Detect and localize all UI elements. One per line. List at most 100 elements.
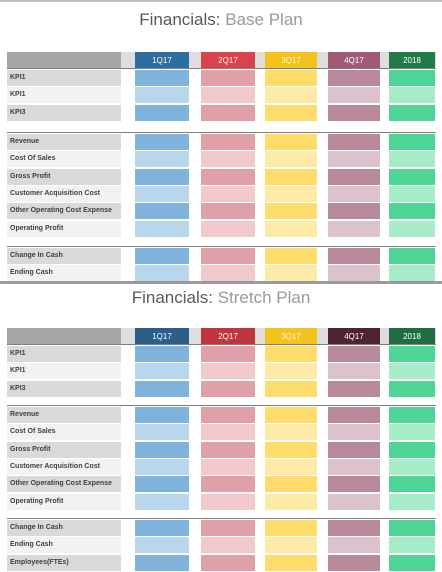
data-cell[interactable] xyxy=(265,554,317,571)
data-cell[interactable] xyxy=(389,537,435,554)
data-cell[interactable] xyxy=(389,104,435,121)
data-cell[interactable] xyxy=(328,248,380,264)
data-cell[interactable] xyxy=(265,520,317,536)
data-cell[interactable] xyxy=(135,458,189,475)
data-cell[interactable] xyxy=(389,458,435,475)
data-cell[interactable] xyxy=(135,380,189,397)
data-cell[interactable] xyxy=(201,424,255,441)
data-cell[interactable] xyxy=(389,554,435,571)
data-cell[interactable] xyxy=(135,520,189,536)
data-cell[interactable] xyxy=(201,134,255,150)
data-cell[interactable] xyxy=(265,363,317,380)
data-cell[interactable] xyxy=(201,380,255,397)
data-cell[interactable] xyxy=(389,87,435,104)
data-cell[interactable] xyxy=(389,203,435,220)
data-cell[interactable] xyxy=(389,346,435,362)
data-cell[interactable] xyxy=(201,493,255,510)
data-cell[interactable] xyxy=(328,441,380,458)
data-cell[interactable] xyxy=(201,363,255,380)
data-cell[interactable] xyxy=(265,168,317,185)
data-cell[interactable] xyxy=(389,441,435,458)
data-cell[interactable] xyxy=(328,537,380,554)
data-cell[interactable] xyxy=(135,87,189,104)
data-cell[interactable] xyxy=(328,203,380,220)
data-cell[interactable] xyxy=(265,151,317,168)
data-cell[interactable] xyxy=(328,265,380,281)
data-cell[interactable] xyxy=(201,203,255,220)
data-cell[interactable] xyxy=(265,458,317,475)
data-cell[interactable] xyxy=(389,151,435,168)
data-cell[interactable] xyxy=(265,441,317,458)
data-cell[interactable] xyxy=(265,104,317,121)
data-cell[interactable] xyxy=(328,168,380,185)
data-cell[interactable] xyxy=(328,104,380,121)
data-cell[interactable] xyxy=(328,476,380,493)
data-cell[interactable] xyxy=(389,407,435,423)
data-cell[interactable] xyxy=(135,104,189,121)
data-cell[interactable] xyxy=(328,134,380,150)
data-cell[interactable] xyxy=(389,424,435,441)
data-cell[interactable] xyxy=(135,134,189,150)
data-cell[interactable] xyxy=(201,407,255,423)
data-cell[interactable] xyxy=(389,220,435,237)
data-cell[interactable] xyxy=(389,476,435,493)
data-cell[interactable] xyxy=(265,265,317,281)
data-cell[interactable] xyxy=(265,380,317,397)
data-cell[interactable] xyxy=(265,346,317,362)
data-cell[interactable] xyxy=(135,265,189,281)
data-cell[interactable] xyxy=(201,476,255,493)
data-cell[interactable] xyxy=(201,104,255,121)
data-cell[interactable] xyxy=(201,151,255,168)
data-cell[interactable] xyxy=(201,346,255,362)
data-cell[interactable] xyxy=(389,168,435,185)
data-cell[interactable] xyxy=(135,424,189,441)
data-cell[interactable] xyxy=(328,70,380,86)
data-cell[interactable] xyxy=(328,185,380,202)
data-cell[interactable] xyxy=(265,407,317,423)
data-cell[interactable] xyxy=(201,458,255,475)
data-cell[interactable] xyxy=(201,554,255,571)
data-cell[interactable] xyxy=(389,248,435,264)
data-cell[interactable] xyxy=(135,248,189,264)
data-cell[interactable] xyxy=(265,134,317,150)
data-cell[interactable] xyxy=(135,493,189,510)
data-cell[interactable] xyxy=(135,203,189,220)
data-cell[interactable] xyxy=(135,185,189,202)
data-cell[interactable] xyxy=(389,363,435,380)
data-cell[interactable] xyxy=(265,203,317,220)
data-cell[interactable] xyxy=(265,87,317,104)
data-cell[interactable] xyxy=(201,520,255,536)
data-cell[interactable] xyxy=(135,151,189,168)
data-cell[interactable] xyxy=(201,168,255,185)
data-cell[interactable] xyxy=(201,441,255,458)
data-cell[interactable] xyxy=(135,554,189,571)
data-cell[interactable] xyxy=(135,168,189,185)
data-cell[interactable] xyxy=(135,346,189,362)
data-cell[interactable] xyxy=(135,476,189,493)
data-cell[interactable] xyxy=(389,380,435,397)
data-cell[interactable] xyxy=(201,248,255,264)
data-cell[interactable] xyxy=(135,407,189,423)
data-cell[interactable] xyxy=(135,220,189,237)
data-cell[interactable] xyxy=(389,134,435,150)
data-cell[interactable] xyxy=(201,537,255,554)
data-cell[interactable] xyxy=(265,424,317,441)
data-cell[interactable] xyxy=(328,220,380,237)
data-cell[interactable] xyxy=(328,554,380,571)
data-cell[interactable] xyxy=(389,70,435,86)
data-cell[interactable] xyxy=(328,407,380,423)
data-cell[interactable] xyxy=(265,220,317,237)
data-cell[interactable] xyxy=(265,70,317,86)
data-cell[interactable] xyxy=(328,520,380,536)
data-cell[interactable] xyxy=(389,520,435,536)
data-cell[interactable] xyxy=(389,493,435,510)
data-cell[interactable] xyxy=(135,70,189,86)
data-cell[interactable] xyxy=(265,537,317,554)
data-cell[interactable] xyxy=(328,151,380,168)
data-cell[interactable] xyxy=(265,248,317,264)
data-cell[interactable] xyxy=(265,185,317,202)
data-cell[interactable] xyxy=(328,380,380,397)
data-cell[interactable] xyxy=(135,363,189,380)
data-cell[interactable] xyxy=(328,458,380,475)
data-cell[interactable] xyxy=(201,185,255,202)
